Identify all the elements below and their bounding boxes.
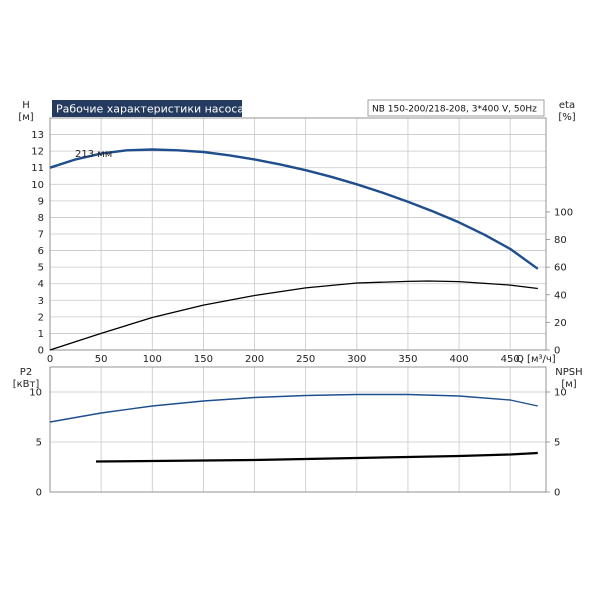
top-y-tick-label: 9 <box>38 196 44 207</box>
head-curve-213mm <box>49 148 539 270</box>
bottom-y-axis-unit: [кВт] <box>13 379 40 390</box>
efficiency-curve <box>49 280 538 351</box>
bottom-y-axis-name: P2 <box>20 367 32 378</box>
top-y-tick-label: 5 <box>38 263 44 274</box>
top-y-tick-label: 6 <box>38 246 44 257</box>
top-y-tick-label: 12 <box>31 147 44 158</box>
top-right-tick-label: 80 <box>554 235 567 246</box>
chart-title: Рабочие характеристики насоса <box>56 103 244 116</box>
x-tick-label: 100 <box>143 354 162 365</box>
top-right-axis-unit: [%] <box>558 112 575 123</box>
model-label-background <box>367 99 545 117</box>
top-plot-frame <box>49 117 547 351</box>
top-y-tick-label: 8 <box>38 213 44 224</box>
chart-title-box: Рабочие характеристики насоса <box>52 100 244 117</box>
x-tick-label: 150 <box>194 354 213 365</box>
top-right-tick-label: 0 <box>554 346 560 357</box>
bottom-y-tick-label: 0 <box>36 488 42 499</box>
top-y-tick-label: 1 <box>38 329 44 340</box>
top-right-tick-label: 60 <box>554 263 567 274</box>
top-right-tick-label: 100 <box>554 207 573 218</box>
top-y-tick-label: 4 <box>38 279 44 290</box>
model-label-box: NB 150-200/218-208, 3*400 V, 50Hz <box>367 99 545 117</box>
bottom-right-axis-name: NPSH <box>555 367 582 378</box>
top-y-axis-name: H <box>22 100 30 111</box>
top-y-tick-label: 3 <box>38 296 44 307</box>
top-y-tick-label: 2 <box>38 312 44 323</box>
x-tick-label: 350 <box>398 354 417 365</box>
model-label: NB 150-200/218-208, 3*400 V, 50Hz <box>372 105 537 115</box>
top-y-tick-label: 7 <box>38 230 44 241</box>
x-tick-label: 300 <box>347 354 366 365</box>
p2-power-curve <box>49 393 538 423</box>
top-y-tick-label: 10 <box>31 180 44 191</box>
top-right-tick-label: 20 <box>554 318 567 329</box>
bottom-plot-frame <box>49 366 547 493</box>
x-tick-label: 250 <box>296 354 315 365</box>
bottom-y-tick-label: 5 <box>36 438 42 449</box>
bottom-right-tick-label: 0 <box>554 488 560 499</box>
x-axis-name: Q [м³/ч] <box>516 354 556 365</box>
x-tick-label: 450 <box>501 354 520 365</box>
x-tick-label: 400 <box>450 354 469 365</box>
chart-title-background <box>52 100 242 117</box>
top-y-tick-label: 13 <box>31 130 44 141</box>
bottom-y-tick-label: 10 <box>29 388 42 399</box>
x-tick-label: 50 <box>95 354 108 365</box>
npsh-curve <box>95 451 538 463</box>
top-y-tick-label: 0 <box>38 346 44 357</box>
top-right-tick-label: 40 <box>554 290 567 301</box>
bottom-right-axis-unit: [м] <box>561 379 576 390</box>
top-right-axis-name: eta <box>559 100 575 111</box>
x-tick-label: 0 <box>47 354 53 365</box>
top-y-tick-label: 11 <box>31 163 44 174</box>
head-curve-label: 213 мм <box>75 149 112 160</box>
x-tick-label: 200 <box>245 354 264 365</box>
bottom-right-tick-label: 5 <box>554 438 560 449</box>
bottom-panel: 0 5 10 0 5 10 P2[кВт] NPSH[м] <box>13 366 583 499</box>
bottom-right-tick-label: 10 <box>554 388 567 399</box>
top-y-axis-unit: [м] <box>18 112 33 123</box>
